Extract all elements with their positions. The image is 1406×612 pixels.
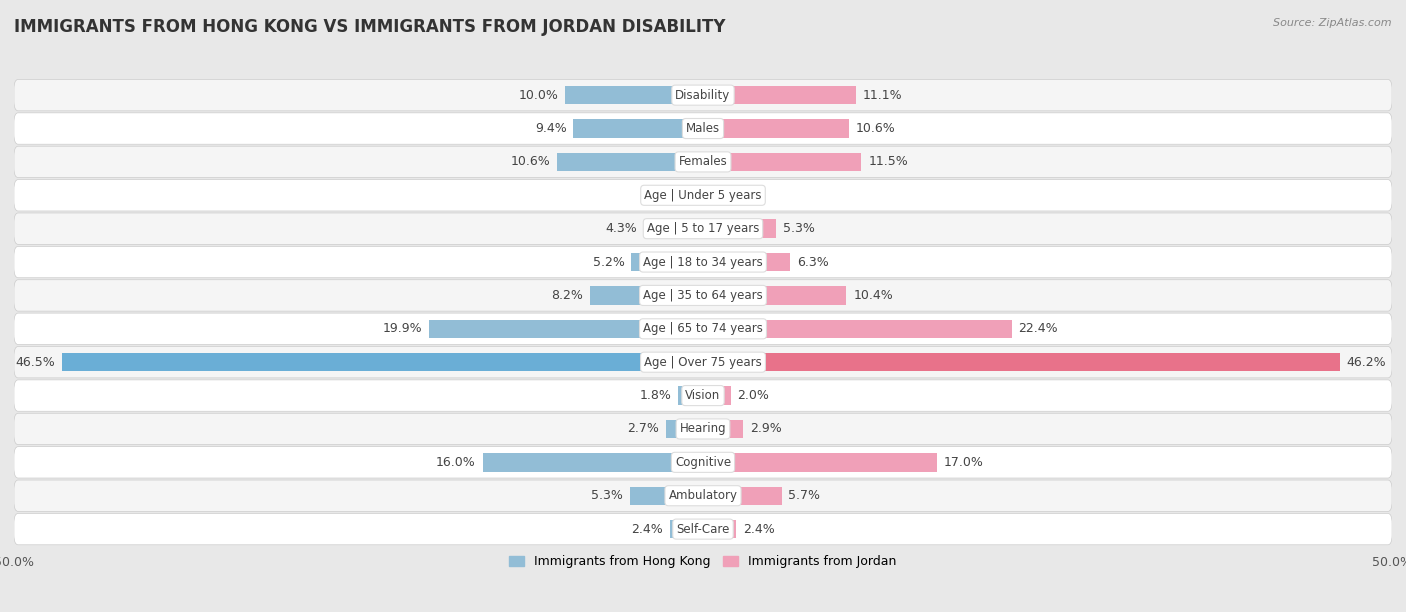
Bar — [690, 186, 703, 204]
Text: 46.5%: 46.5% — [15, 356, 55, 368]
FancyBboxPatch shape — [14, 413, 1392, 445]
Bar — [703, 153, 862, 171]
Text: Age | 65 to 74 years: Age | 65 to 74 years — [643, 323, 763, 335]
Text: Ambulatory: Ambulatory — [668, 489, 738, 502]
Bar — [669, 520, 703, 539]
Text: 19.9%: 19.9% — [382, 323, 422, 335]
Text: 8.2%: 8.2% — [551, 289, 583, 302]
Text: 17.0%: 17.0% — [945, 456, 984, 469]
FancyBboxPatch shape — [14, 146, 1392, 177]
Text: Hearing: Hearing — [679, 422, 727, 436]
Text: 0.95%: 0.95% — [643, 188, 683, 202]
Text: 5.3%: 5.3% — [591, 489, 623, 502]
FancyBboxPatch shape — [14, 346, 1392, 378]
FancyBboxPatch shape — [14, 247, 1392, 278]
Bar — [644, 220, 703, 238]
Text: Disability: Disability — [675, 89, 731, 102]
Bar — [557, 153, 703, 171]
FancyBboxPatch shape — [14, 447, 1392, 478]
FancyBboxPatch shape — [14, 113, 1392, 144]
Text: Males: Males — [686, 122, 720, 135]
Text: 10.6%: 10.6% — [510, 155, 550, 168]
Text: IMMIGRANTS FROM HONG KONG VS IMMIGRANTS FROM JORDAN DISABILITY: IMMIGRANTS FROM HONG KONG VS IMMIGRANTS … — [14, 18, 725, 36]
Bar — [429, 319, 703, 338]
FancyBboxPatch shape — [14, 313, 1392, 345]
Bar — [565, 86, 703, 104]
Bar — [703, 319, 1012, 338]
Bar — [703, 86, 856, 104]
Text: 11.5%: 11.5% — [869, 155, 908, 168]
Text: 22.4%: 22.4% — [1018, 323, 1059, 335]
Bar — [703, 420, 742, 438]
Text: 1.1%: 1.1% — [725, 188, 756, 202]
Text: 2.0%: 2.0% — [738, 389, 769, 402]
Legend: Immigrants from Hong Kong, Immigrants from Jordan: Immigrants from Hong Kong, Immigrants fr… — [505, 550, 901, 573]
Bar — [630, 487, 703, 505]
Bar — [62, 353, 703, 371]
Text: Age | 18 to 34 years: Age | 18 to 34 years — [643, 256, 763, 269]
Text: 1.8%: 1.8% — [640, 389, 671, 402]
Text: Age | 5 to 17 years: Age | 5 to 17 years — [647, 222, 759, 235]
Text: Age | Over 75 years: Age | Over 75 years — [644, 356, 762, 368]
Text: 2.7%: 2.7% — [627, 422, 659, 436]
Text: 2.4%: 2.4% — [742, 523, 775, 536]
Text: 2.4%: 2.4% — [631, 523, 664, 536]
Text: Age | 35 to 64 years: Age | 35 to 64 years — [643, 289, 763, 302]
Bar — [482, 453, 703, 471]
FancyBboxPatch shape — [14, 213, 1392, 244]
Text: 9.4%: 9.4% — [534, 122, 567, 135]
Text: 2.9%: 2.9% — [749, 422, 782, 436]
Bar — [703, 286, 846, 305]
FancyBboxPatch shape — [14, 280, 1392, 311]
Text: 16.0%: 16.0% — [436, 456, 475, 469]
Text: 5.7%: 5.7% — [789, 489, 821, 502]
Bar — [703, 520, 737, 539]
FancyBboxPatch shape — [14, 480, 1392, 512]
Text: 4.3%: 4.3% — [605, 222, 637, 235]
Text: Age | Under 5 years: Age | Under 5 years — [644, 188, 762, 202]
Text: 6.3%: 6.3% — [797, 256, 828, 269]
Text: 5.3%: 5.3% — [783, 222, 815, 235]
Bar — [678, 386, 703, 405]
Bar — [703, 353, 1340, 371]
Bar — [591, 286, 703, 305]
FancyBboxPatch shape — [14, 80, 1392, 111]
Text: 11.1%: 11.1% — [863, 89, 903, 102]
Bar — [703, 453, 938, 471]
Text: Source: ZipAtlas.com: Source: ZipAtlas.com — [1274, 18, 1392, 28]
Text: 10.0%: 10.0% — [519, 89, 558, 102]
Bar — [703, 386, 731, 405]
Bar — [703, 119, 849, 138]
Text: 5.2%: 5.2% — [592, 256, 624, 269]
Bar — [703, 487, 782, 505]
Bar — [574, 119, 703, 138]
Text: Cognitive: Cognitive — [675, 456, 731, 469]
Text: Self-Care: Self-Care — [676, 523, 730, 536]
FancyBboxPatch shape — [14, 513, 1392, 545]
Bar — [703, 186, 718, 204]
Text: 46.2%: 46.2% — [1347, 356, 1386, 368]
Text: 10.4%: 10.4% — [853, 289, 893, 302]
Text: Vision: Vision — [685, 389, 721, 402]
FancyBboxPatch shape — [14, 179, 1392, 211]
Bar — [703, 220, 776, 238]
Bar — [703, 253, 790, 271]
Bar — [666, 420, 703, 438]
FancyBboxPatch shape — [14, 380, 1392, 411]
Text: 10.6%: 10.6% — [856, 122, 896, 135]
Text: Females: Females — [679, 155, 727, 168]
Bar — [631, 253, 703, 271]
